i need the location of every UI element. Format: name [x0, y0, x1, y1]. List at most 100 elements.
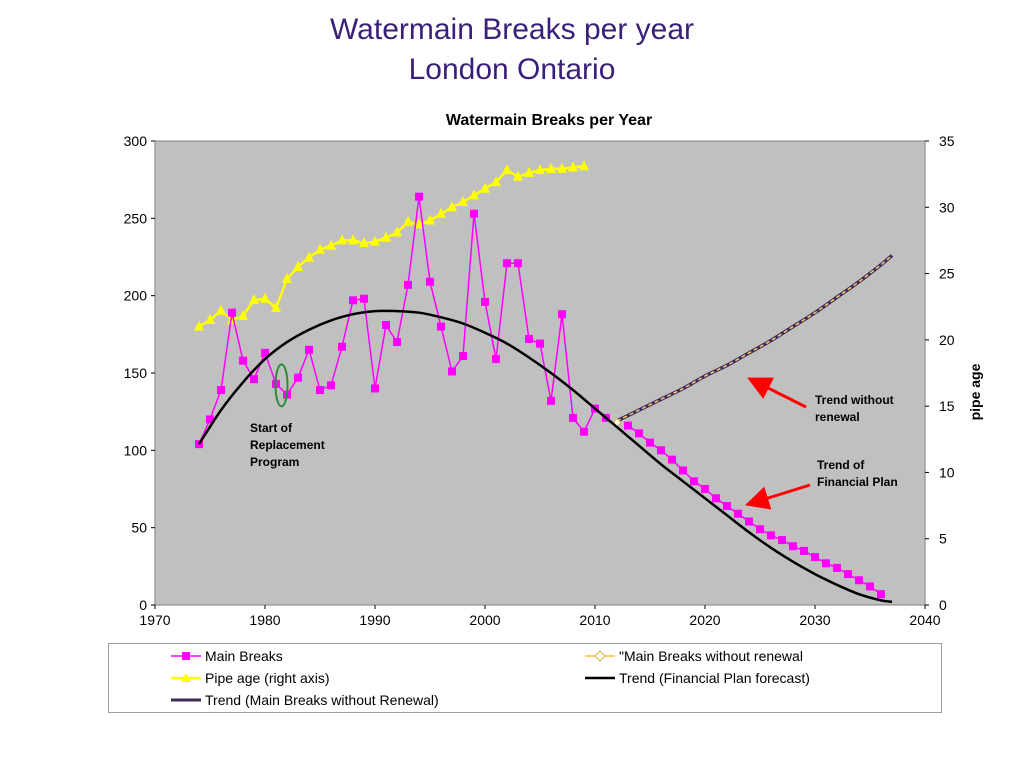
main-breaks-point	[646, 438, 654, 447]
main-breaks-point	[404, 280, 412, 289]
main-breaks-point	[536, 339, 544, 348]
pipe-age-point	[337, 234, 347, 245]
slide-title-line1: Watermain Breaks per year	[329, 13, 694, 46]
main-breaks-point	[789, 542, 797, 551]
main-breaks-point	[481, 297, 489, 306]
annotation-start-replacement: Start of	[250, 421, 293, 435]
main-breaks-point	[668, 455, 676, 464]
legend-item-trend-no-renewal: Trend (Main Breaks without Renewal)	[171, 690, 439, 710]
annotation-trend-financial: Financial Plan	[817, 475, 898, 489]
pipe-age-point	[414, 218, 424, 229]
y2-tick-label: 20	[939, 332, 955, 348]
main-breaks-point	[734, 509, 742, 518]
pipe-age-point	[458, 195, 468, 206]
main-breaks-point	[844, 570, 852, 579]
y-tick-label: 0	[139, 597, 147, 613]
main-breaks-point	[723, 502, 731, 511]
replacement-start-oval	[274, 363, 289, 408]
main-breaks-point	[558, 310, 566, 319]
pipe-age-point	[579, 160, 589, 171]
x-tick-label: 1970	[139, 612, 170, 628]
trend-financial-line	[197, 309, 893, 604]
main-breaks-point	[437, 322, 445, 331]
main-breaks-point	[855, 576, 863, 585]
pipe-age-point	[304, 251, 314, 262]
arrow-trend-no-renewal	[747, 377, 807, 409]
main-breaks-point	[569, 413, 577, 422]
chart-legend: Main Breaks "Main Breaks without renewal…	[108, 643, 942, 713]
main-breaks-point	[756, 525, 764, 534]
main-breaks-point	[338, 342, 346, 351]
pipe-age-point	[249, 294, 259, 305]
pipe-age-legend-icon	[171, 673, 201, 682]
main-breaks-legend-icon	[171, 652, 201, 660]
main-breaks-point	[217, 386, 225, 395]
main-breaks-point	[316, 386, 324, 395]
y2-tick-label: 5	[939, 531, 947, 547]
legend-label-no-renewal: "Main Breaks without renewal	[619, 648, 803, 664]
pipe-age-point	[513, 170, 523, 181]
pipe-age-point	[359, 237, 369, 248]
pipe-age-point	[524, 166, 534, 177]
pipe-age-point	[436, 207, 446, 218]
pipe-age-point	[403, 215, 413, 226]
legend-label-pipe-age: Pipe age (right axis)	[205, 670, 330, 686]
main-breaks-point	[778, 536, 786, 545]
main-breaks-point	[261, 348, 269, 357]
x-tick-label: 2020	[689, 612, 720, 628]
y-tick-label: 50	[131, 520, 147, 536]
y-tick-label: 250	[124, 210, 148, 226]
pipe-age-point	[491, 176, 501, 187]
x-tick-label: 1980	[249, 612, 280, 628]
main-breaks-point	[195, 440, 203, 449]
y2-tick-label: 15	[939, 398, 955, 414]
main-breaks-point	[767, 531, 775, 540]
main-breaks-point	[503, 259, 511, 268]
main-breaks-point	[349, 296, 357, 305]
main-breaks-point	[371, 384, 379, 393]
y-tick-label: 300	[124, 133, 148, 149]
main-breaks-point	[657, 446, 665, 455]
x-tick-label: 2040	[909, 612, 940, 628]
x-tick-label: 2010	[579, 612, 610, 628]
main-breaks-point	[393, 338, 401, 347]
y-tick-label: 100	[124, 442, 148, 458]
main-breaks-point	[635, 429, 643, 438]
pipe-age-point	[502, 164, 512, 175]
main-breaks-point	[327, 381, 335, 390]
main-breaks-point	[877, 590, 885, 599]
main-breaks-point	[250, 375, 258, 384]
pipe-age-point	[381, 231, 391, 242]
pipe-age-point	[271, 302, 281, 313]
main-breaks-point	[679, 466, 687, 475]
pipe-age-point	[260, 292, 270, 303]
main-breaks-point	[624, 421, 632, 430]
legend-label-main-breaks: Main Breaks	[205, 648, 283, 664]
main-breaks-point	[305, 345, 313, 354]
pipe-age-point	[392, 226, 402, 237]
main-breaks-point	[822, 559, 830, 568]
main-breaks-point	[426, 277, 434, 286]
annotation-trend-no-renewal: Trend without	[815, 393, 894, 407]
main-breaks-point	[866, 582, 874, 591]
main-breaks-point	[382, 321, 390, 330]
pipe-age-point	[469, 189, 479, 200]
x-tick-label: 2030	[799, 612, 830, 628]
main-breaks-point	[701, 485, 709, 493]
main-breaks-point	[580, 427, 588, 436]
y-tick-label: 200	[124, 288, 148, 304]
pipe-age-point	[535, 164, 545, 175]
arrow-trend-financial	[744, 483, 811, 510]
main-breaks-point	[712, 494, 720, 503]
main-breaks-point	[525, 334, 533, 343]
main-breaks-point	[239, 356, 247, 365]
main-breaks-point	[833, 563, 841, 572]
main-breaks-point	[448, 367, 456, 376]
pipe-age-point	[425, 214, 435, 225]
y2-tick-label: 35	[939, 133, 955, 149]
x-tick-label: 2000	[469, 612, 500, 628]
pipe-age-point	[238, 309, 248, 320]
trend-fin-legend-icon	[585, 676, 615, 680]
y2-tick-label: 25	[939, 266, 955, 282]
